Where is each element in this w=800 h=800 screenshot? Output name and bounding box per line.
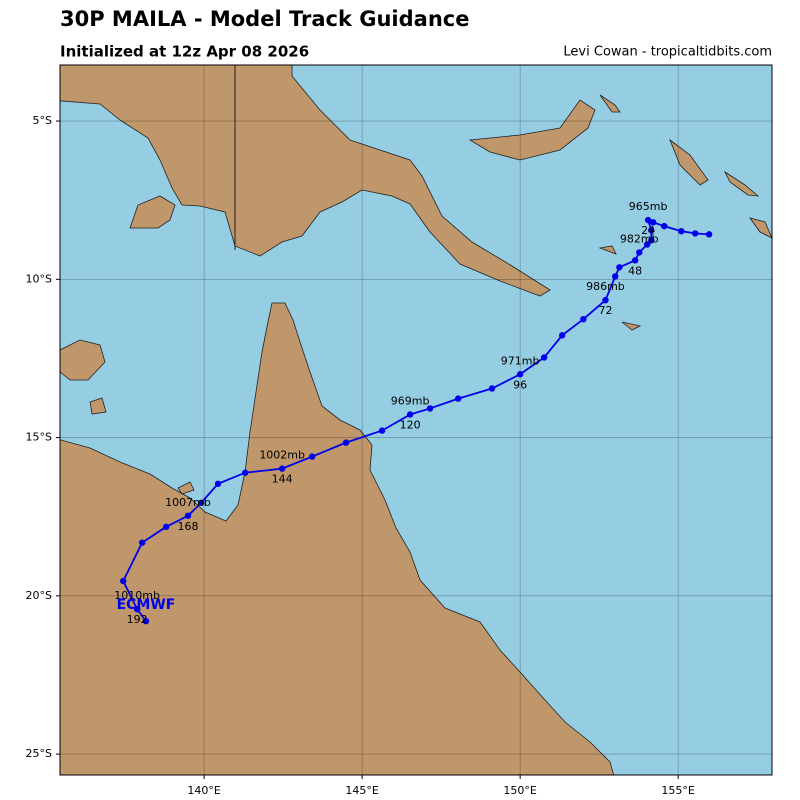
track-point	[692, 230, 699, 237]
island	[723, 170, 760, 197]
subtitle: Initialized at 12z Apr 08 2026	[60, 43, 309, 61]
track-point	[488, 385, 496, 392]
credit: Levi Cowan - tropicaltidbits.com	[563, 45, 772, 60]
track-point	[648, 227, 655, 234]
track-point	[278, 465, 286, 472]
track-point	[133, 605, 141, 613]
hour-label: 72	[598, 304, 612, 317]
track: 965mb 982mb 986mb 971mb 969mb 1002mb 1007mb 101…	[114, 200, 713, 626]
title: 30P MAILA - Model Track Guidance	[60, 7, 469, 31]
track-point	[540, 354, 548, 361]
island	[129, 195, 176, 229]
track-point	[612, 273, 619, 280]
grid	[56, 65, 772, 779]
pressure-label: 1002mb	[259, 449, 305, 462]
australia	[60, 302, 615, 775]
land	[60, 65, 772, 775]
pressure-label: 969mb	[391, 394, 430, 407]
island	[89, 397, 107, 415]
track-point	[378, 427, 386, 434]
track-point	[648, 237, 655, 244]
island	[749, 217, 772, 239]
track-point	[558, 332, 566, 339]
hour-label: 192	[127, 613, 148, 626]
lon-tick-label: 150°E	[503, 784, 536, 797]
track-point	[342, 439, 350, 446]
hour-label: 120	[400, 418, 421, 431]
lon-tick-label: 145°E	[345, 784, 378, 797]
track-point	[184, 512, 192, 519]
track-point	[426, 405, 434, 412]
track-point	[631, 257, 639, 264]
hour-label: 96	[513, 378, 527, 391]
track-point	[705, 231, 713, 238]
island	[599, 94, 621, 113]
track-point	[516, 371, 524, 378]
track-point	[580, 315, 587, 323]
track-point	[214, 480, 222, 487]
track-point	[616, 264, 623, 271]
track-point	[454, 395, 462, 402]
track-point	[678, 227, 685, 235]
island	[177, 481, 195, 495]
island	[598, 245, 617, 255]
island	[621, 321, 642, 331]
track-point	[636, 249, 643, 256]
track-point	[142, 617, 150, 625]
track-point	[308, 453, 316, 460]
hour-label: 144	[272, 473, 293, 486]
pressure-label: 986mb	[586, 280, 625, 293]
map-frame	[59, 64, 773, 776]
lat-tick-label: 5°S	[33, 114, 52, 127]
track-point	[198, 499, 205, 506]
lat-tick-label: 20°S	[26, 589, 52, 602]
island	[669, 138, 709, 186]
island	[60, 339, 106, 381]
hour-label: 48	[628, 264, 642, 277]
track-point	[138, 539, 146, 546]
island	[468, 99, 596, 161]
track-point	[602, 296, 609, 304]
pressure-label: 971mb	[501, 354, 540, 367]
hour-label: 168	[177, 520, 198, 533]
track-point	[643, 241, 651, 248]
model-label: ECMWF	[117, 597, 176, 613]
pressure-label: 1010mb	[114, 589, 160, 602]
track-point	[241, 469, 249, 476]
lat-tick-label: 10°S	[26, 272, 52, 285]
track-point	[649, 219, 657, 226]
new-guinea	[60, 65, 551, 297]
track-point	[120, 577, 127, 585]
track-point	[162, 523, 170, 531]
track-point	[406, 411, 414, 418]
pressure-label: 965mb	[629, 200, 668, 213]
lat-tick-label: 15°S	[26, 431, 52, 444]
hour-label: 24	[641, 224, 655, 237]
track-point	[644, 216, 652, 224]
lon-tick-label: 155°E	[661, 784, 694, 797]
track-point	[661, 222, 668, 230]
lat-tick-label: 25°S	[26, 747, 52, 760]
pressure-label: 982mb	[620, 232, 659, 245]
lon-tick-label: 140°E	[187, 784, 220, 797]
pressure-label: 1007mb	[165, 496, 211, 509]
